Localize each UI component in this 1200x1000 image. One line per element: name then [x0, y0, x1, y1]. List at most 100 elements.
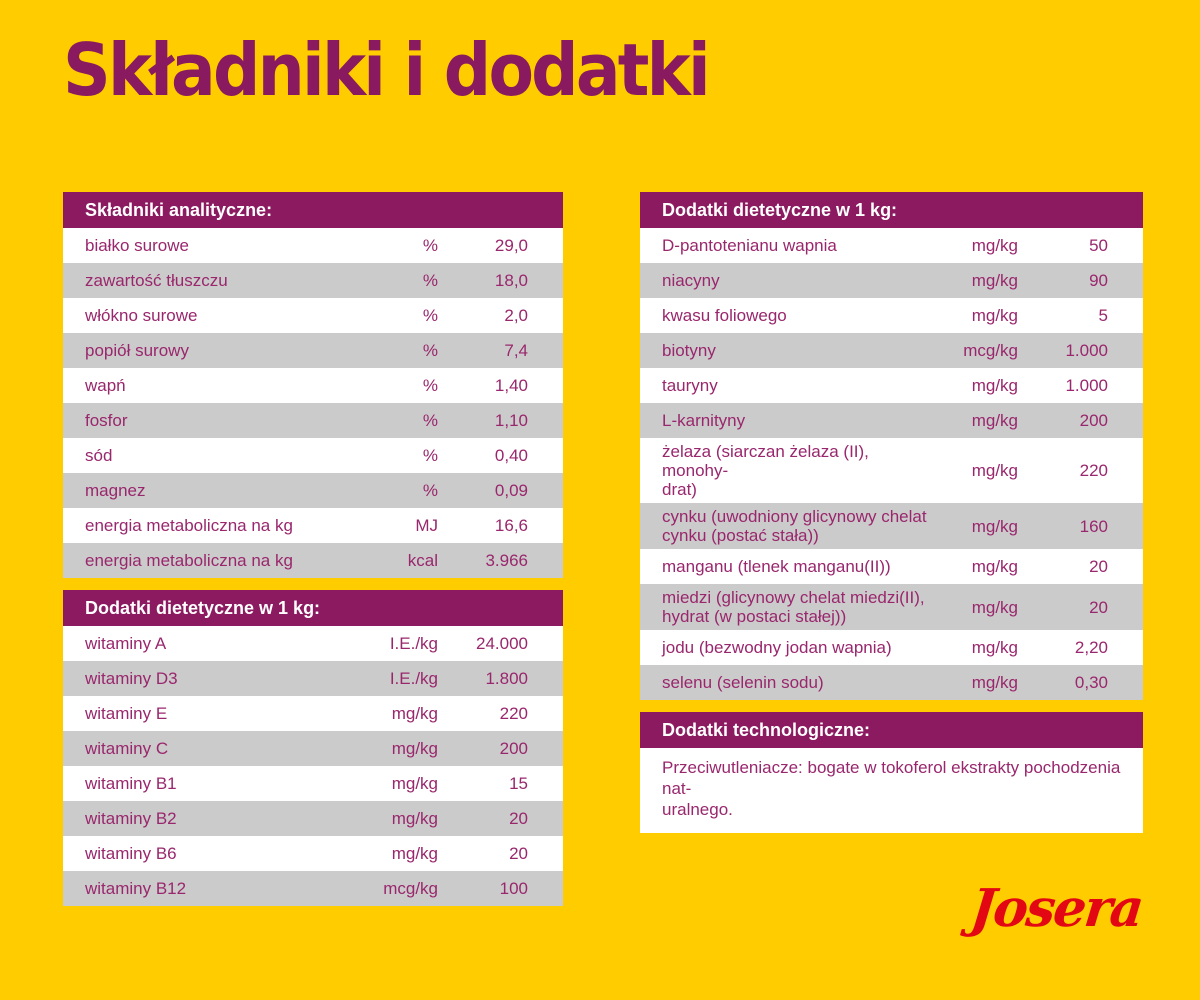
row-unit: mg/kg: [971, 271, 1018, 290]
row-value: 7,4: [504, 341, 528, 360]
table-row: manganu (tlenek manganu(II)) mg/kg 20: [640, 549, 1143, 584]
josera-logo: Josera: [968, 878, 1146, 939]
page-title: Składniki i dodatki: [63, 28, 711, 112]
right-column: Dodatki dietetyczne w 1 kg: D-pantotenia…: [640, 192, 1143, 845]
row-label: witaminy C: [85, 739, 169, 758]
row-unit: %: [422, 446, 438, 465]
row-value: 200: [1079, 411, 1108, 430]
row-label: wapń: [85, 376, 126, 395]
analytical-table-rows: białko surowe % 29,0 zawartość tłuszczu …: [63, 228, 563, 578]
row-unit: %: [422, 271, 438, 290]
table-row: fosfor % 1,10: [63, 403, 563, 438]
row-value: 15: [509, 774, 528, 793]
table-row: witaminy A I.E./kg 24.000: [63, 626, 563, 661]
table-row: wapń % 1,40: [63, 368, 563, 403]
table-row: biotyny mcg/kg 1.000: [640, 333, 1143, 368]
row-value: 16,6: [494, 516, 528, 535]
table-row: białko surowe % 29,0: [63, 228, 563, 263]
row-unit: mg/kg: [971, 411, 1018, 430]
row-value: 29,0: [494, 236, 528, 255]
row-unit: kcal: [407, 551, 438, 570]
table-row: energia metaboliczna na kg kcal 3.966: [63, 543, 563, 578]
row-label: manganu (tlenek manganu(II)): [662, 557, 891, 576]
row-unit: MJ: [415, 516, 438, 535]
row-unit: %: [422, 236, 438, 255]
row-label: energia metaboliczna na kg: [85, 516, 293, 535]
row-label: żelaza (siarczan żelaza (II), monohy- dr…: [662, 442, 869, 499]
row-unit: mg/kg: [391, 774, 438, 793]
row-unit: mg/kg: [971, 461, 1018, 480]
row-label: cynku (uwodniony glicynowy chelat cynku …: [662, 507, 927, 545]
table-row: włókno surowe % 2,0: [63, 298, 563, 333]
row-label: witaminy A: [85, 634, 167, 653]
row-label: kwasu foliowego: [662, 306, 787, 325]
row-value: 5: [1098, 306, 1108, 325]
row-label: sód: [85, 446, 113, 465]
row-unit: mcg/kg: [963, 341, 1018, 360]
row-value: 220: [499, 704, 528, 723]
row-value: 1.800: [485, 669, 528, 688]
row-label: witaminy B1: [85, 774, 177, 793]
row-unit: mg/kg: [391, 704, 438, 723]
technological-section: Dodatki technologiczne: Przeciwutleniacz…: [640, 712, 1143, 833]
table-row: witaminy B2 mg/kg 20: [63, 801, 563, 836]
row-label: popiół surowy: [85, 341, 189, 360]
table-row: witaminy B6 mg/kg 20: [63, 836, 563, 871]
row-value: 0,09: [494, 481, 528, 500]
row-value: 1.000: [1065, 341, 1108, 360]
row-label: witaminy D3: [85, 669, 178, 688]
row-unit: mcg/kg: [383, 879, 438, 898]
table-row: jodu (bezwodny jodan wapnia) mg/kg 2,20: [640, 630, 1143, 665]
row-value: 90: [1089, 271, 1108, 290]
row-label: L-karnityny: [662, 411, 746, 430]
row-unit: mg/kg: [971, 376, 1018, 395]
table-row: L-karnityny mg/kg 200: [640, 403, 1143, 438]
table-row: żelaza (siarczan żelaza (II), monohy- dr…: [640, 438, 1143, 503]
row-value: 1,10: [494, 411, 528, 430]
row-value: 160: [1079, 516, 1108, 536]
row-unit: mg/kg: [391, 844, 438, 863]
row-value: 1,40: [494, 376, 528, 395]
row-label: magnez: [85, 481, 146, 500]
row-value: 2,0: [504, 306, 528, 325]
table-row: witaminy D3 I.E./kg 1.800: [63, 661, 563, 696]
row-value: 2,20: [1074, 638, 1108, 657]
row-value: 200: [499, 739, 528, 758]
row-value: 20: [1089, 557, 1108, 576]
analytical-table-header: Składniki analityczne:: [63, 192, 563, 228]
row-value: 20: [509, 809, 528, 828]
row-label: biotyny: [662, 341, 716, 360]
row-label: jodu (bezwodny jodan wapnia): [662, 638, 892, 657]
technological-text: Przeciwutleniacze: bogate w tokoferol ek…: [640, 748, 1143, 833]
row-value: 0,30: [1074, 673, 1108, 692]
dietary-left-table-header: Dodatki dietetyczne w 1 kg:: [63, 590, 563, 626]
row-label: witaminy E: [85, 704, 168, 723]
dietary-right-table-rows: D-pantotenianu wapnia mg/kg 50 niacyny m…: [640, 228, 1143, 700]
row-unit: mg/kg: [391, 809, 438, 828]
row-unit: mg/kg: [971, 638, 1018, 657]
dietary-left-table-rows: witaminy A I.E./kg 24.000 witaminy D3 I.…: [63, 626, 563, 906]
row-value: 24.000: [476, 634, 528, 653]
analytical-table: Składniki analityczne: białko surowe % 2…: [63, 192, 563, 578]
row-label: włókno surowe: [85, 306, 198, 325]
row-unit: I.E./kg: [389, 669, 438, 688]
row-value: 18,0: [494, 271, 528, 290]
row-label: zawartość tłuszczu: [85, 271, 228, 290]
table-row: energia metaboliczna na kg MJ 16,6: [63, 508, 563, 543]
row-label: miedzi (glicynowy chelat miedzi(II), hyd…: [662, 588, 925, 626]
row-label: witaminy B12: [85, 879, 187, 898]
row-unit: mg/kg: [971, 306, 1018, 325]
dietary-left-table: Dodatki dietetyczne w 1 kg: witaminy A I…: [63, 590, 563, 906]
table-row: zawartość tłuszczu % 18,0: [63, 263, 563, 298]
row-value: 50: [1089, 236, 1108, 255]
table-row: sód % 0,40: [63, 438, 563, 473]
row-label: niacyny: [662, 271, 720, 290]
row-unit: %: [422, 306, 438, 325]
table-row: popiół surowy % 7,4: [63, 333, 563, 368]
row-label: energia metaboliczna na kg: [85, 551, 293, 570]
row-value: 20: [509, 844, 528, 863]
table-row: niacyny mg/kg 90: [640, 263, 1143, 298]
table-row: miedzi (glicynowy chelat miedzi(II), hyd…: [640, 584, 1143, 630]
row-unit: mg/kg: [971, 673, 1018, 692]
